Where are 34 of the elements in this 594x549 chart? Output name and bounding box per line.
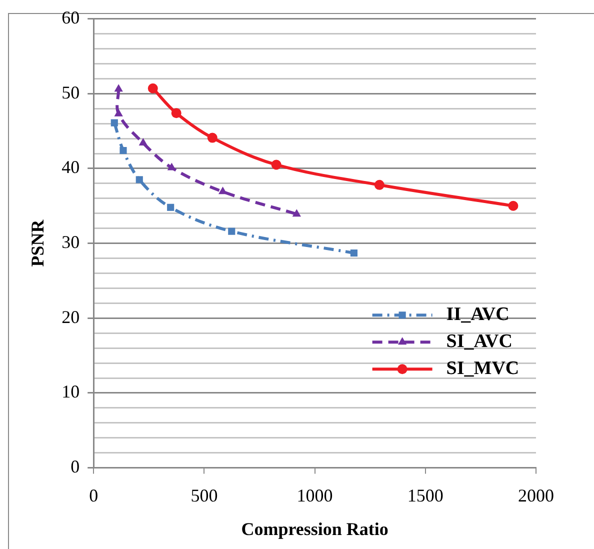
- point: [271, 160, 282, 170]
- y-tick-label: 60: [62, 8, 80, 28]
- legend-label: SI_AVC: [446, 331, 512, 352]
- point: [167, 204, 174, 211]
- y-tick-label: 40: [62, 157, 80, 178]
- point: [374, 180, 384, 190]
- point: [136, 176, 143, 184]
- legend-label: II_AVC: [446, 304, 510, 326]
- x-tick-label: 1500: [407, 485, 444, 506]
- point: [171, 108, 182, 118]
- point: [114, 108, 123, 116]
- y-tick-label: 50: [62, 82, 80, 102]
- x-tick-label: 500: [190, 485, 218, 506]
- y-tick-label: 30: [62, 232, 80, 252]
- point: [148, 83, 158, 94]
- point: [167, 162, 176, 170]
- y-tick-label: 0: [70, 456, 80, 477]
- point: [114, 84, 123, 92]
- point: [508, 200, 518, 211]
- x-tick-label: 2000: [518, 485, 554, 506]
- point: [207, 132, 218, 143]
- point: [120, 146, 127, 154]
- x-axis-title: Compression Ratio: [241, 518, 388, 539]
- point: [138, 138, 148, 146]
- point: [110, 119, 118, 126]
- point: [292, 209, 301, 217]
- x-tick-label: 1000: [296, 485, 333, 506]
- y-tick-label: 10: [62, 382, 80, 402]
- x-tick-label: 0: [89, 485, 98, 506]
- point: [350, 249, 358, 257]
- y-tick-label: 20: [62, 306, 80, 327]
- point: [228, 228, 236, 235]
- legend-label: SI_MVC: [446, 358, 520, 380]
- y-axis-title: PSNR: [27, 218, 48, 267]
